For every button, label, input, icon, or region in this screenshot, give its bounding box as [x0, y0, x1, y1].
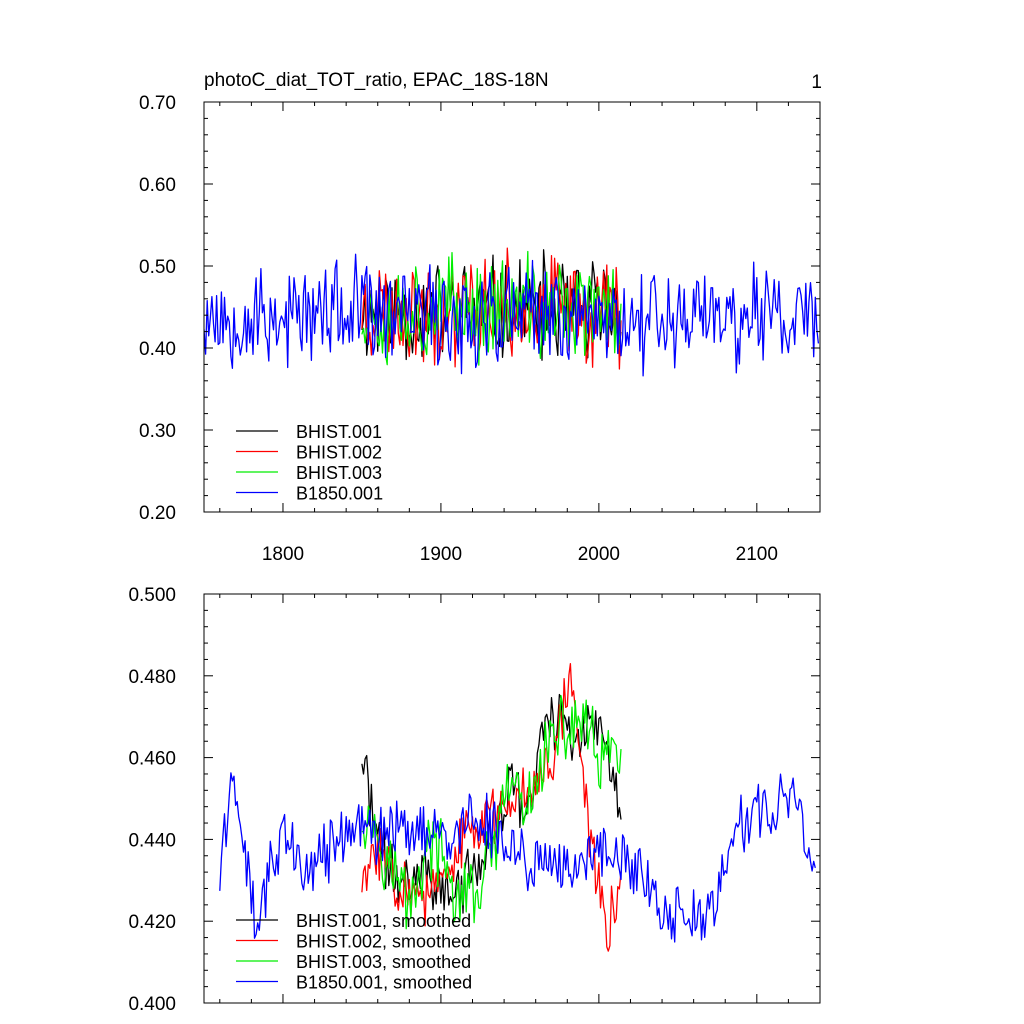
- series-line-2: [361, 662, 622, 952]
- legend-label: BHIST.001: [296, 422, 382, 442]
- x-tick-label: 1800: [262, 544, 304, 565]
- plot-frame: [203, 101, 821, 513]
- y-tick-label: 0.20: [139, 503, 176, 524]
- y-tick-label: 0.480: [128, 667, 176, 688]
- series-line-4: [204, 253, 820, 377]
- y-tick-label: 0.460: [128, 749, 176, 770]
- legend-label: BHIST.001, smoothed: [296, 911, 471, 931]
- y-tick-label: 0.400: [128, 994, 176, 1015]
- chart-title: photoC_diat_TOT_ratio, EPAC_18S-18N: [204, 70, 549, 91]
- x-tick-label: 2000: [578, 544, 620, 565]
- y-tick-label: 0.70: [139, 93, 176, 114]
- bottom-panel: 0.400 0.420 0.440 0.460 0.480 0.500 BHIST.001,…: [128, 585, 821, 1015]
- y-tick-label: 0.30: [139, 421, 176, 442]
- legend-label: BHIST.003: [296, 463, 382, 483]
- legend-label: BHIST.002, smoothed: [296, 932, 471, 952]
- plot-frame: [203, 593, 821, 1004]
- series-lines: [204, 247, 820, 377]
- x-tick-label: 1900: [420, 544, 462, 565]
- y-tick-label: 0.60: [139, 175, 176, 196]
- y-tick-label: 0.40: [139, 339, 176, 360]
- legend-label: B1850.001: [296, 484, 383, 504]
- x-tick-label: 2100: [736, 544, 778, 565]
- series-line-2: [361, 247, 622, 370]
- series-line-4: [219, 772, 816, 943]
- y-tick-label: 0.420: [128, 912, 176, 933]
- page-number: 1: [811, 72, 822, 93]
- series-line-3: [361, 695, 622, 930]
- series-lines: [219, 662, 816, 952]
- top-panel: 0.20 0.30 0.40 0.50 0.60 0.70 1800 1900 2000 2100…: [139, 93, 821, 565]
- y-tick-label: 0.440: [128, 830, 176, 851]
- y-tick-label: 0.500: [128, 585, 176, 606]
- y-tick-label: 0.50: [139, 257, 176, 278]
- legend-label: B1850.001, smoothed: [296, 973, 472, 993]
- legend-label: BHIST.003, smoothed: [296, 952, 471, 972]
- legend-label: BHIST.002: [296, 443, 382, 463]
